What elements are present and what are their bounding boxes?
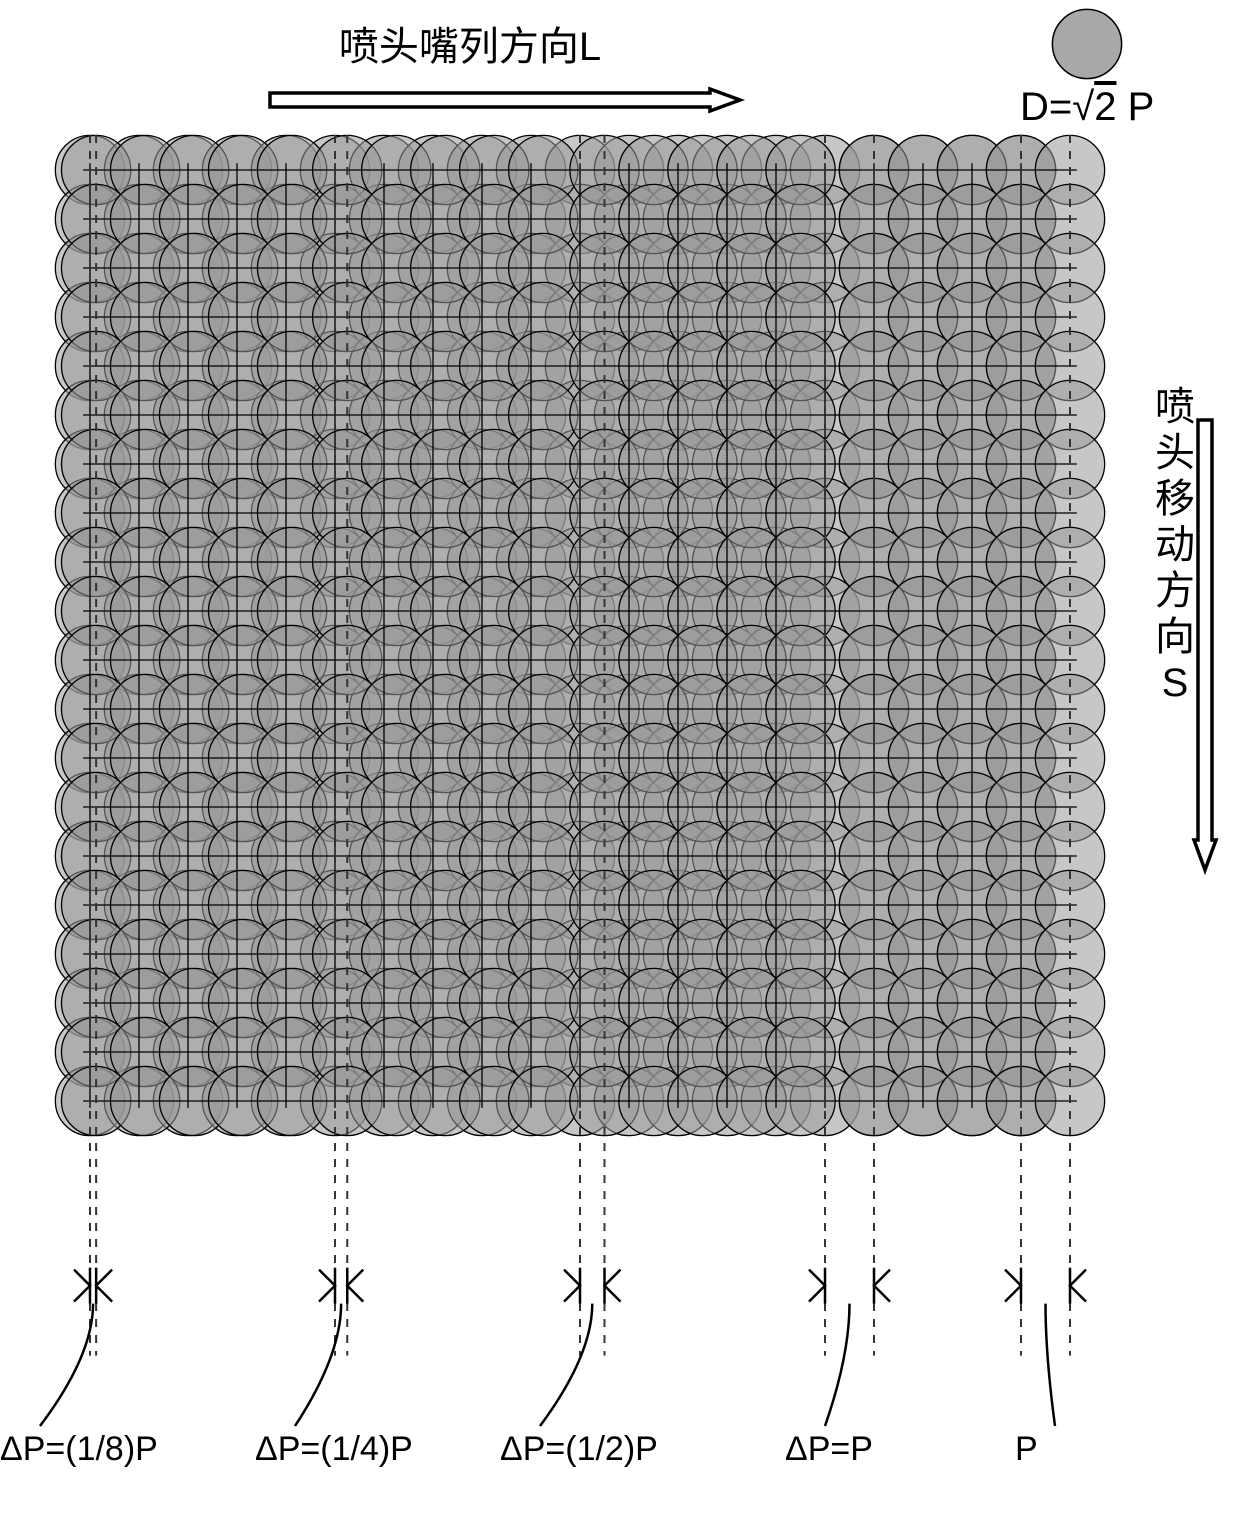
legend-dot — [1052, 9, 1121, 78]
dim-tick — [809, 1270, 825, 1302]
dim-tick — [319, 1270, 335, 1302]
dim-leader — [825, 1304, 850, 1426]
dimension-markers: ΔP=(1/8)P ΔP=(1/4)P ΔP=(1/2)P ΔP=P P — [0, 1268, 1086, 1468]
dim-label: ΔP=(1/8)P — [0, 1430, 158, 1468]
diagram-root: ΔP=(1/8)P ΔP=(1/4)P ΔP=(1/2)P ΔP=P P 喷头嘴列方向L 喷… — [0, 0, 1240, 1525]
scan-direction-label: 喷 — [1155, 385, 1195, 429]
scan-direction-label: 向 — [1155, 615, 1195, 659]
scan-direction-label: S — [1162, 661, 1189, 705]
dim-tick — [96, 1270, 112, 1302]
dim-tick — [347, 1270, 363, 1302]
scan-direction-arrow — [1194, 420, 1216, 870]
dim-tick — [564, 1270, 580, 1302]
legend-label: D=√2 P — [1020, 85, 1154, 129]
dim-tick — [1070, 1270, 1086, 1302]
scan-direction-label: 动 — [1155, 523, 1195, 567]
dim-label: ΔP=(1/4)P — [255, 1430, 413, 1468]
dim-tick — [605, 1270, 621, 1302]
dim-label: ΔP=P — [785, 1430, 873, 1468]
dim-leader — [40, 1304, 93, 1426]
dim-label: ΔP=(1/2)P — [500, 1430, 658, 1468]
dim-tick — [74, 1270, 90, 1302]
dim-tick — [874, 1270, 890, 1302]
dim-tick — [1005, 1270, 1021, 1302]
scan-direction-label: 方 — [1155, 569, 1195, 613]
diagram-svg: ΔP=(1/8)P ΔP=(1/4)P ΔP=(1/2)P ΔP=P P 喷头嘴列方向L 喷… — [0, 0, 1240, 1525]
nozzle-direction-label: 喷头嘴列方向L — [339, 25, 601, 69]
scan-direction-label: 移 — [1155, 477, 1195, 521]
nozzle-direction-arrow — [270, 89, 740, 111]
dots-overprint — [61, 135, 1104, 1135]
dim-leader — [1046, 1304, 1056, 1426]
dim-label: P — [1015, 1430, 1038, 1468]
scan-direction-label: 头 — [1155, 431, 1195, 475]
dim-leader — [540, 1304, 592, 1426]
